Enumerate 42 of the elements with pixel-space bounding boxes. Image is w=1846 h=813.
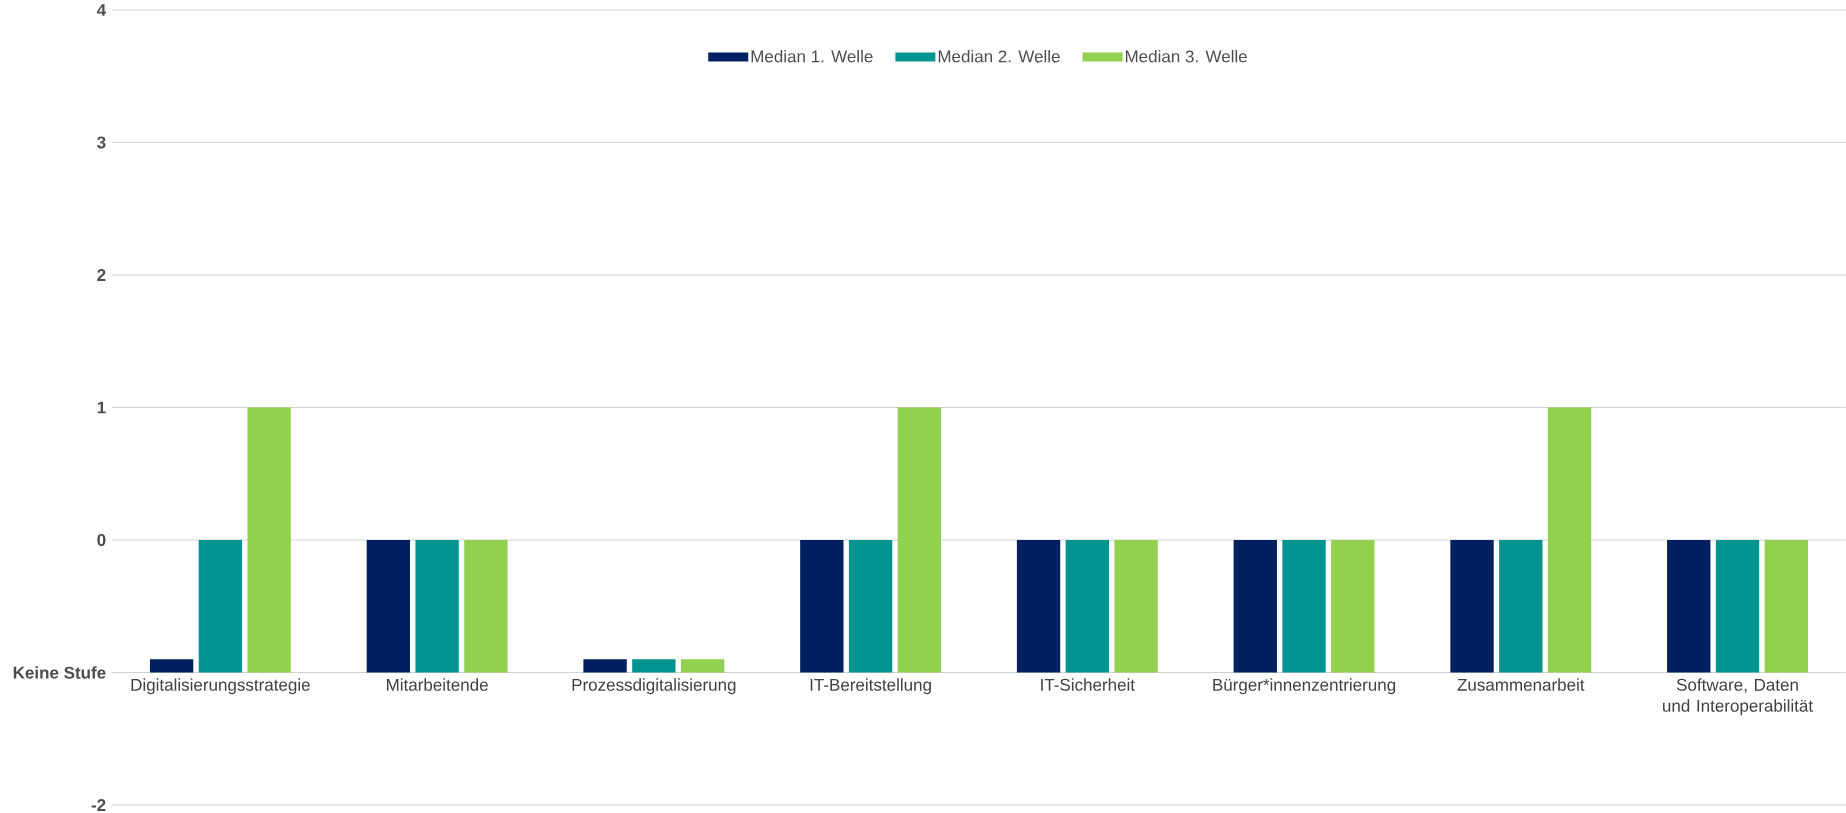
x-tick-label: IT-Sicherheit [1041, 678, 1135, 691]
bar [198, 539, 243, 673]
bar [1450, 539, 1494, 673]
bar [464, 539, 508, 673]
x-tick-label: Bürger*innenzentrierung [1213, 678, 1396, 695]
legend-label: Median 2. Welle [938, 49, 1060, 63]
y-tick-label: 1 [97, 401, 106, 414]
legend-label: Median 3. Welle [1125, 49, 1247, 63]
bar [1065, 539, 1109, 673]
x-tick-label: Prozessdigitalisierung [572, 678, 736, 695]
y-tick-label: 4 [96, 4, 107, 16]
y-tick-label: Keine Stufe [13, 666, 106, 679]
bar [680, 659, 725, 673]
x-tick-label: Digitalisierungsstrategie [131, 678, 310, 695]
bar [149, 659, 194, 673]
x-tick-label: IT-Bereitstellung [810, 678, 931, 695]
bar [1764, 539, 1808, 673]
bar [632, 659, 676, 673]
legend-label: Median 1. Welle [751, 49, 873, 63]
x-tick-label: Zusammenarbeit [1457, 678, 1585, 691]
bar [800, 539, 844, 673]
y-tick-label: 3 [97, 136, 106, 149]
bar [1667, 539, 1711, 673]
bar [897, 407, 942, 673]
x-tick-label: Software, Daten und Interoperabilität [1663, 678, 1813, 716]
bar [415, 539, 459, 673]
bar [1499, 539, 1543, 673]
bar [1715, 539, 1760, 673]
bar [848, 539, 893, 673]
bar [583, 659, 627, 673]
bar [1547, 407, 1592, 673]
bar [366, 539, 411, 673]
bar [1282, 539, 1326, 673]
y-tick-label: 0 [97, 533, 106, 547]
bar [247, 407, 291, 673]
x-tick-label: Mitarbeitende [387, 678, 488, 691]
y-tick-label: 2 [97, 269, 106, 281]
bar [1331, 539, 1375, 673]
bar [1233, 539, 1277, 673]
bar [1016, 539, 1061, 673]
y-tick-label: -2 [91, 799, 106, 811]
bar [1114, 539, 1158, 673]
